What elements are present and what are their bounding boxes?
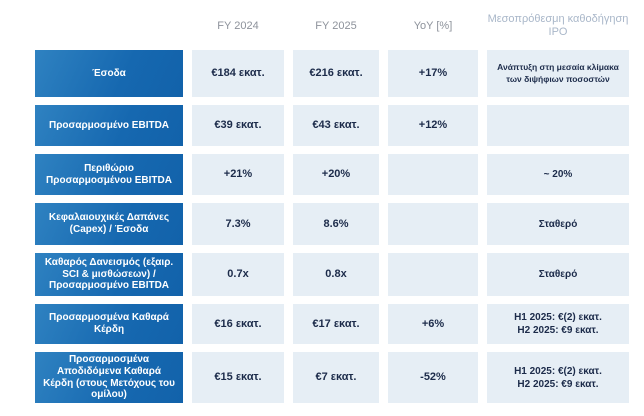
fy2024-value-cell: 0.7x [192, 253, 284, 296]
table-row: Κεφαλαιουχικές Δαπάνες (Capex) / Έσοδα 7… [35, 203, 629, 245]
table-header-row: FY 2024 FY 2025 YoY [%] Μεσοπρόθεσμη καθ… [35, 10, 629, 42]
fy2025-value-cell: 8.6% [293, 203, 379, 245]
table-row: Περιθώριο Προσαρμοσμένου EBITDA +21% +20… [35, 154, 629, 195]
fy2025-value-cell: +20% [293, 154, 379, 195]
corner-spacer [35, 10, 183, 42]
ipo-guidance-cell: Σταθερό [487, 253, 629, 296]
yoy-value-cell: +12% [388, 105, 478, 146]
row-label-cell: Καθαρός Δανεισμός (εξαιρ. SCI & μισθώσεω… [35, 253, 183, 296]
fy2024-value-cell: €39 εκατ. [192, 105, 284, 146]
column-header-ipo-guidance: Μεσοπρόθεσμη καθοδήγηση IPO [487, 13, 629, 38]
fy2024-value-cell: €16 εκατ. [192, 304, 284, 344]
column-header-yoy: YoY [%] [413, 19, 453, 32]
row-label-cell: Προσαρμοσμένα Αποδιδόμενα Καθαρά Κέρδη (… [35, 352, 183, 404]
fy2025-value-cell: €17 εκατ. [293, 304, 379, 344]
yoy-value-cell: +6% [388, 304, 478, 344]
row-label-cell: Περιθώριο Προσαρμοσμένου EBITDA [35, 154, 183, 195]
yoy-value-cell [388, 154, 478, 195]
yoy-value-cell: +17% [388, 50, 478, 97]
ipo-guidance-cell: H1 2025: €(2) εκατ. H2 2025: €9 εκατ. [487, 352, 629, 404]
fy2024-value-cell: €15 εκατ. [192, 352, 284, 404]
fy2024-value-cell: +21% [192, 154, 284, 195]
row-label-cell: Έσοδα [35, 50, 183, 97]
ipo-guidance-cell: ~ 20% [487, 154, 629, 195]
row-label-cell: Κεφαλαιουχικές Δαπάνες (Capex) / Έσοδα [35, 203, 183, 245]
row-label-cell: Προσαρμοσμένα Καθαρά Κέρδη [35, 304, 183, 344]
yoy-value-cell: -52% [388, 352, 478, 404]
fy2025-value-cell: 0.8x [293, 253, 379, 296]
ipo-guidance-cell: Σταθερό [487, 203, 629, 245]
fy2024-value-cell: €184 εκατ. [192, 50, 284, 97]
fy2025-value-cell: €7 εκατ. [293, 352, 379, 404]
fy2025-value-cell: €43 εκατ. [293, 105, 379, 146]
ipo-guidance-cell: H1 2025: €(2) εκατ. H2 2025: €9 εκατ. [487, 304, 629, 344]
table-row: Προσαρμοσμένο EBITDA €39 εκατ. €43 εκατ.… [35, 105, 629, 146]
fy2024-value-cell: 7.3% [192, 203, 284, 245]
table-row: Καθαρός Δανεισμός (εξαιρ. SCI & μισθώσεω… [35, 253, 629, 296]
table-row: Έσοδα €184 εκατ. €216 εκατ. +17% Ανάπτυξ… [35, 50, 629, 97]
table-body: Έσοδα €184 εκατ. €216 εκατ. +17% Ανάπτυξ… [35, 50, 629, 404]
yoy-value-cell [388, 203, 478, 245]
yoy-value-cell [388, 253, 478, 296]
table-row: Προσαρμοσμένα Αποδιδόμενα Καθαρά Κέρδη (… [35, 352, 629, 404]
column-header-fy2025: FY 2025 [315, 19, 357, 32]
table-row: Προσαρμοσμένα Καθαρά Κέρδη €16 εκατ. €17… [35, 304, 629, 344]
row-label-cell: Προσαρμοσμένο EBITDA [35, 105, 183, 146]
financial-table: FY 2024 FY 2025 YoY [%] Μεσοπρόθεσμη καθ… [35, 10, 629, 407]
column-header-fy2024: FY 2024 [217, 19, 259, 32]
ipo-guidance-cell [487, 105, 629, 146]
fy2025-value-cell: €216 εκατ. [293, 50, 379, 97]
ipo-guidance-cell: Ανάπτυξη στη μεσαία κλίμακα των διψήφιων… [487, 50, 629, 97]
